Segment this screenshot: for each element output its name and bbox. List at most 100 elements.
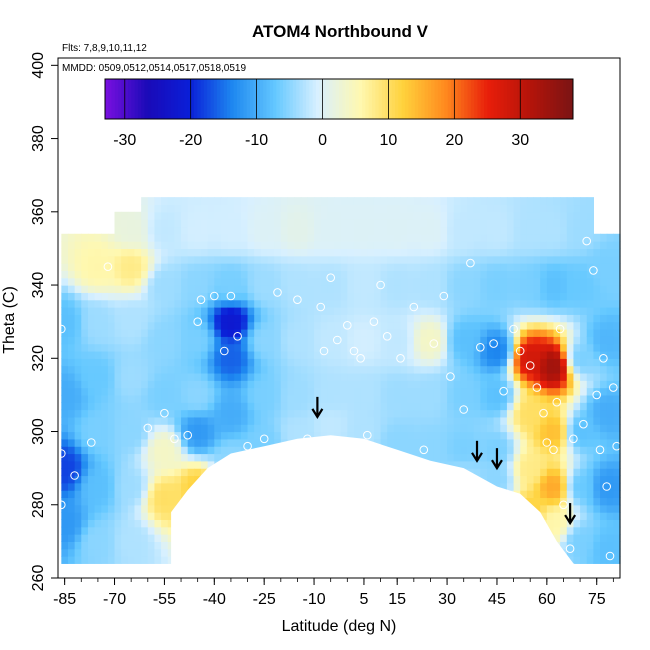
heatmap-cell [513, 299, 521, 308]
heatmap-cell [260, 211, 269, 220]
heatmap-cell [407, 365, 415, 374]
heatmap-cell [294, 372, 302, 381]
heatmap-cell [81, 314, 89, 323]
heatmap-cell [87, 446, 96, 455]
heatmap-cell [500, 241, 508, 250]
heatmap-cell [393, 299, 402, 308]
heatmap-cell [94, 556, 102, 564]
heatmap-cell [61, 416, 69, 425]
heatmap-cell [254, 263, 262, 271]
heatmap-cell [473, 328, 481, 337]
heatmap-cell [480, 277, 488, 286]
heatmap-cell [586, 453, 594, 462]
heatmap-cell [187, 233, 195, 242]
heatmap-cell [540, 490, 548, 499]
heatmap-cell [81, 292, 89, 301]
heatmap-cell [114, 556, 122, 564]
heatmap-cell [413, 358, 422, 367]
heatmap-cell [74, 299, 82, 308]
heatmap-cell [546, 490, 555, 499]
heatmap-cell [87, 270, 96, 279]
heatmap-cell [254, 380, 262, 389]
heatmap-cell [154, 534, 162, 542]
heatmap-cell [493, 343, 501, 352]
heatmap-cell [247, 314, 255, 323]
heatmap-cell [427, 387, 435, 396]
heatmap-cell [553, 387, 561, 396]
heatmap-cell [407, 299, 415, 308]
heatmap-cell [420, 285, 428, 293]
heatmap-cell [161, 248, 169, 257]
heatmap-cell [546, 277, 555, 286]
heatmap-cell [453, 299, 461, 308]
heatmap-cell [327, 365, 335, 374]
heatmap-cell [520, 358, 528, 367]
heatmap-cell [613, 350, 621, 359]
heatmap-cell [440, 380, 448, 389]
heatmap-cell [240, 328, 249, 337]
heatmap-cell [101, 468, 109, 477]
heatmap-cell [274, 211, 282, 220]
heatmap-cell [460, 197, 468, 206]
heatmap-cell [234, 219, 242, 228]
heatmap-cell [87, 497, 96, 506]
heatmap-cell [267, 233, 275, 242]
heatmap-cell [427, 358, 435, 367]
heatmap-cell [606, 270, 614, 279]
heatmap-cell [274, 233, 282, 242]
heatmap-cell [214, 402, 222, 411]
heatmap-cell [593, 416, 601, 425]
heatmap-cell [407, 431, 415, 440]
heatmap-cell [393, 285, 402, 293]
heatmap-cell [134, 321, 142, 330]
heatmap-cell [87, 453, 96, 462]
heatmap-cell [240, 372, 249, 381]
heatmap-cell [194, 285, 202, 293]
heatmap-cell [580, 255, 588, 264]
heatmap-cell [353, 416, 362, 425]
heatmap-cell [194, 270, 202, 279]
heatmap-cell [606, 394, 614, 403]
heatmap-cell [101, 255, 109, 264]
heatmap-cell [127, 343, 136, 352]
heatmap-cell [121, 497, 129, 506]
heatmap-cell [147, 416, 156, 425]
colorbar-tick-label: 10 [380, 132, 398, 149]
heatmap-cell [320, 365, 328, 374]
heatmap-cell [220, 380, 229, 389]
heatmap-cell [207, 307, 215, 315]
heatmap-cell [267, 219, 275, 228]
heatmap-cell [280, 270, 289, 279]
heatmap-cell [127, 380, 136, 389]
heatmap-cell [134, 482, 142, 491]
heatmap-cell [61, 424, 69, 433]
heatmap-cell [101, 343, 109, 352]
observation-point [552, 397, 562, 407]
heatmap-cell [367, 336, 375, 345]
heatmap-cell [287, 336, 295, 345]
colorbar-segment [530, 79, 534, 119]
heatmap-cell [161, 226, 169, 235]
heatmap-cell [260, 394, 269, 403]
heatmap-cell [67, 277, 76, 286]
heatmap-cell [247, 263, 255, 271]
heatmap-cell [141, 468, 149, 477]
heatmap-cell [207, 358, 215, 367]
colorbar-segment [289, 79, 294, 119]
heatmap-cell [187, 380, 195, 389]
heatmap-cell [167, 358, 175, 367]
heatmap-cell [353, 314, 362, 323]
heatmap-cell [600, 468, 608, 477]
heatmap-cell [613, 504, 621, 513]
heatmap-cell [114, 424, 122, 433]
heatmap-cell [294, 219, 302, 228]
heatmap-cell [154, 226, 162, 235]
heatmap-cell [181, 490, 189, 499]
heatmap-cell [294, 204, 302, 213]
observation-point [356, 354, 365, 363]
heatmap-cell [254, 314, 262, 323]
heatmap-cell [134, 292, 142, 301]
heatmap-cell [433, 277, 442, 286]
heatmap-cell [593, 277, 601, 286]
heatmap-cell [67, 548, 76, 557]
